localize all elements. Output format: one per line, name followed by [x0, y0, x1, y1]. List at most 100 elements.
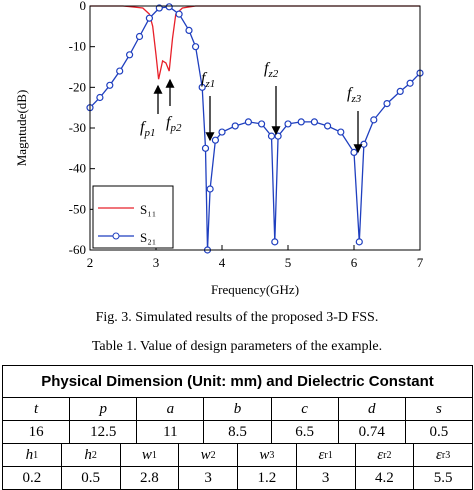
table-cell: 4.2: [355, 467, 415, 490]
marker: [396, 87, 404, 96]
marker: [135, 32, 144, 41]
table-row: 16 12.5 11 8.5 6.5 0.74 0.5: [3, 421, 473, 444]
x-tick-label: 3: [153, 255, 160, 270]
symbol-sub: r2: [383, 449, 392, 461]
marker: [406, 79, 414, 87]
table-cell: ε r2: [355, 444, 415, 467]
marker: [218, 128, 226, 136]
annotation-base: f: [347, 85, 354, 102]
marker: [211, 136, 219, 144]
x-tick-label: 6: [351, 255, 358, 270]
marker: [175, 10, 183, 18]
symbol-sub: r1: [324, 449, 333, 461]
annotation-sub: p2: [169, 122, 182, 134]
annotation: fz2: [264, 60, 279, 80]
marker: [185, 26, 193, 34]
table-cell: 0.2: [3, 467, 62, 490]
marker: [258, 120, 266, 128]
table-cell: a: [137, 398, 205, 421]
x-axis-label: Frequency(GHz): [211, 282, 299, 297]
symbol: h: [84, 446, 92, 463]
marker: [355, 238, 363, 246]
symbol-sub: r3: [441, 449, 451, 461]
symbol: w: [259, 446, 270, 463]
symbol-sub: 2: [210, 449, 216, 461]
marker: [267, 132, 276, 140]
table-cell: 16: [3, 421, 71, 444]
symbol-sub: 1: [151, 449, 157, 461]
symbol: ε: [318, 446, 325, 463]
chart: Frequency(GHz) Magntude(dB) 2 3 4 5 6 7 -60 -50…: [14, 0, 424, 297]
table-cell: 0.5: [61, 467, 121, 490]
figure-caption: Fig. 3. Simulated results of the propose…: [95, 310, 379, 325]
annotation-base: f: [166, 114, 173, 131]
annotation-base: f: [264, 60, 271, 77]
marker: [96, 93, 104, 102]
table-cell: d: [338, 398, 406, 421]
symbol: a: [166, 400, 175, 417]
symbol: h: [25, 446, 34, 463]
marker: [116, 67, 124, 75]
annotation-sub: z3: [350, 93, 361, 105]
symbol-sub: 3: [269, 449, 275, 461]
annotation-sub: p1: [143, 127, 155, 139]
symbol-sub: 2: [91, 449, 97, 461]
marker: [370, 116, 378, 124]
table-cell: b: [204, 398, 272, 421]
table-header: Physical Dimension (Unit: mm) and Dielec…: [3, 366, 473, 398]
table-cell: 3: [296, 467, 356, 490]
annotation: fz3: [347, 85, 362, 105]
y-tick-label: -50: [69, 201, 86, 216]
legend-marker: [112, 232, 120, 240]
table-cell: 0.74: [338, 421, 406, 444]
table-cell: ε r1: [296, 444, 356, 467]
marker: [155, 4, 163, 12]
symbol: p: [99, 400, 107, 417]
marker: [206, 185, 214, 193]
annotation-sub: z1: [204, 78, 215, 90]
table-header-row: Physical Dimension (Unit: mm) and Dielec…: [3, 366, 473, 398]
marker: [244, 118, 252, 126]
marker: [231, 122, 239, 130]
marker: [324, 122, 332, 130]
x-tick-label: 4: [219, 255, 226, 270]
table-row: 0.2 0.5 2.8 3 1.2 3 4.2 5.5: [3, 467, 473, 490]
y-tick-label: -10: [69, 39, 86, 54]
y-tick-label: -40: [69, 161, 86, 176]
table-cell: 11: [137, 421, 205, 444]
y-axis-label: Magntude(dB): [14, 90, 29, 167]
table-cell: s: [405, 398, 473, 421]
marker: [350, 148, 358, 156]
symbol: t: [33, 400, 39, 417]
symbol-sub: 1: [33, 449, 39, 461]
table-row: h 1 h 2 w 1 w 2 w 3 ε r1 ε r2 ε r3: [3, 444, 473, 467]
legend-label: S₂₁: [140, 230, 156, 245]
annotation: fp1: [140, 119, 155, 139]
marker: [201, 144, 210, 152]
table-cell: c: [271, 398, 339, 421]
marker: [337, 128, 345, 136]
annotation-sub: z2: [267, 68, 278, 80]
series-line: [90, 5, 420, 80]
table-cell: 6.5: [271, 421, 339, 444]
table-cell: 3: [179, 467, 238, 490]
table-cell: ε r3: [414, 444, 473, 467]
marker: [145, 14, 153, 22]
table-cell: 1.2: [238, 467, 297, 490]
table: Physical Dimension (Unit: mm) and Dielec…: [2, 365, 473, 490]
legend-label: S₁₁: [140, 202, 156, 217]
y-tick-label: -20: [69, 79, 86, 94]
annotation: fz1: [201, 70, 215, 90]
table-cell: 2.8: [120, 467, 180, 490]
marker: [274, 132, 282, 140]
table-cell: t: [3, 398, 71, 421]
table-cell: 8.5: [204, 421, 272, 444]
symbol: w: [200, 446, 211, 463]
annotation-base: f: [201, 70, 208, 87]
symbol: c: [301, 400, 308, 417]
